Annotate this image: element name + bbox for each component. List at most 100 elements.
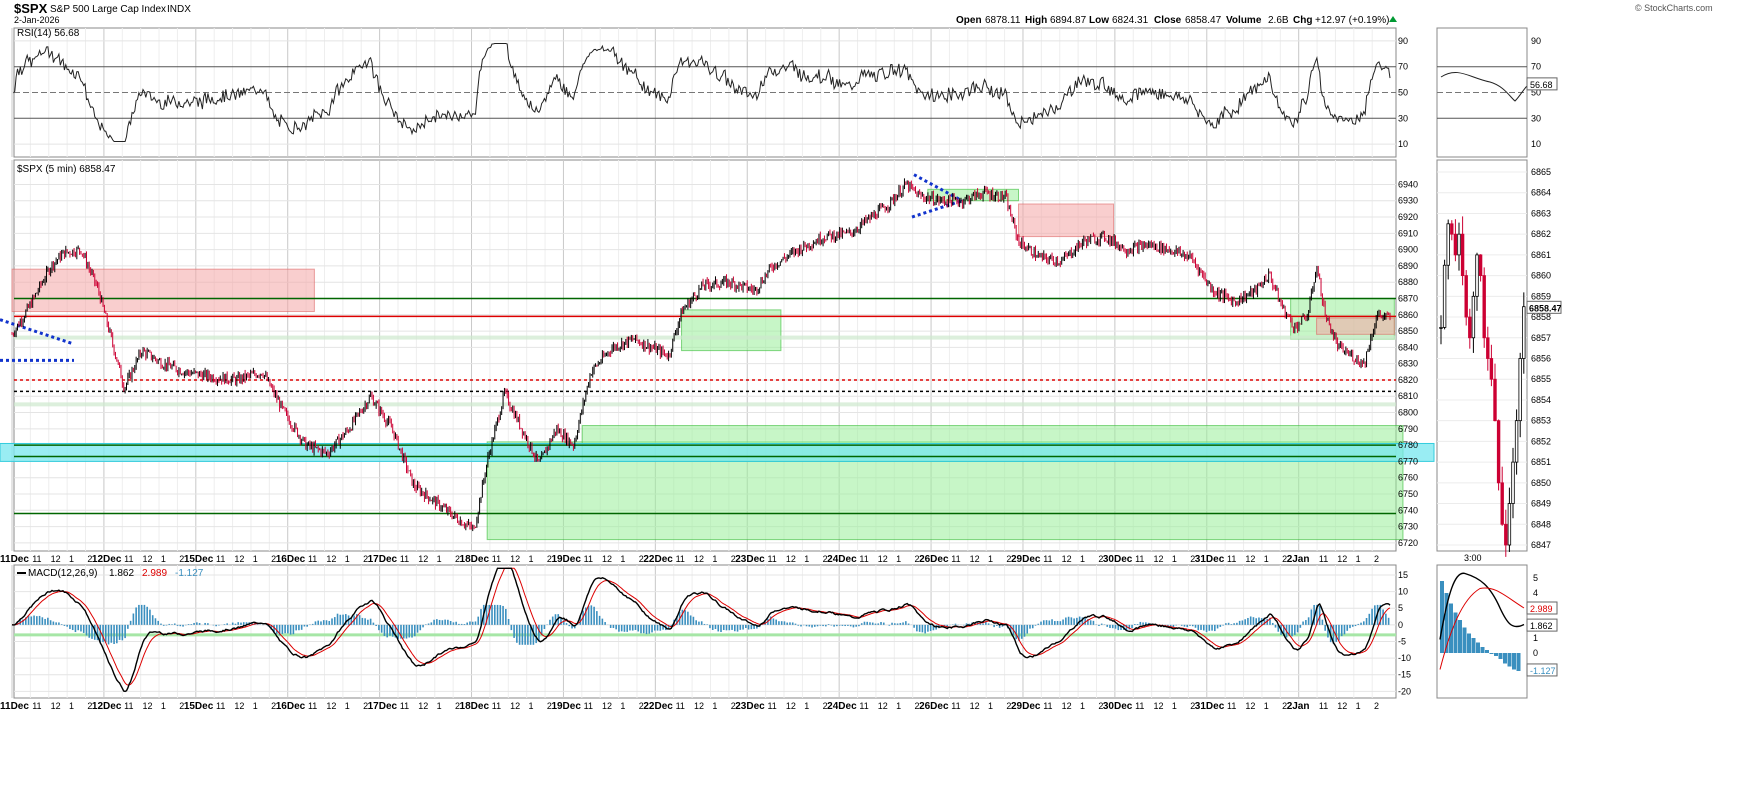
macd-title: MACD(12,26,9) [28, 568, 97, 579]
close-label: Close [1154, 15, 1182, 26]
hour-label: 11 [859, 554, 868, 564]
macd-hour-label: 11 [584, 701, 593, 711]
macd-hour-label: 11 [1319, 701, 1328, 711]
day-label: 17Dec [368, 554, 398, 565]
hour-label: 12 [1337, 554, 1347, 564]
hour-label: 12 [694, 554, 704, 564]
side-price-tick: 6850 [1531, 478, 1551, 488]
macd-hour-label: 12 [694, 701, 704, 711]
day-label: 19Dec [551, 554, 581, 565]
side-rsi-badge-box [1526, 77, 1558, 91]
macd-hour-label: 2 [455, 701, 460, 711]
hour-label: 1 [161, 554, 166, 564]
price-tick-label: 6890 [1398, 261, 1418, 271]
side-rsi-badge: 56.68 [1530, 80, 1553, 90]
side-macd-line [1439, 572, 1525, 640]
day-label: 29Dec [1011, 554, 1041, 565]
price-tick-label: 6750 [1398, 489, 1418, 499]
macd-hour-label: 11 [951, 701, 960, 711]
side-macd-hist-bar [1489, 653, 1494, 654]
side-candle-body [1468, 316, 1472, 339]
side-macd-hist-bar [1462, 627, 1467, 653]
macd-day-label: 15Dec [184, 701, 214, 712]
side-macd-hist-bar [1449, 603, 1453, 653]
trendline-dotted [0, 318, 75, 346]
price-tick-label: 6740 [1398, 505, 1418, 515]
macd-hour-label: 1 [1080, 701, 1085, 711]
price-tick-label: 6770 [1398, 456, 1418, 466]
macd-hour-label: 11 [308, 701, 317, 711]
price-tick-label: 6860 [1398, 310, 1418, 320]
price-title: $SPX (5 min) 6858.47 [17, 164, 116, 175]
side-macd-hist-bar [1512, 653, 1516, 670]
side-rsi-tick: 30 [1531, 113, 1541, 123]
macd-line [11, 567, 1391, 693]
price-tick-label: 6730 [1398, 522, 1418, 532]
hour-label: 11 [32, 554, 41, 564]
hour-label: 1 [896, 554, 901, 564]
price-tick-label: 6820 [1398, 375, 1418, 385]
low-label: Low [1089, 15, 1109, 26]
high-value: 6894.87 [1050, 15, 1087, 26]
side-price-tick: 6862 [1531, 229, 1551, 239]
side-candle-body [1518, 358, 1522, 422]
close-value: 6858.47 [1185, 15, 1222, 26]
faint-level-band [14, 335, 1396, 340]
hour-label: 12 [1062, 554, 1072, 564]
faint-level-band [14, 402, 1396, 407]
side-candle-body [1439, 327, 1443, 329]
day-label: 15Dec [184, 554, 214, 565]
hour-label: 12 [878, 554, 888, 564]
hour-label: 11 [767, 554, 776, 564]
macd-hour-label: 12 [1245, 701, 1255, 711]
macd-hour-label: 11 [124, 701, 133, 711]
price-tick-label: 6900 [1398, 245, 1418, 255]
side-macd-hist-bar [1476, 642, 1480, 653]
macd-hour-label: 12 [143, 701, 153, 711]
macd-tick-label: -10 [1398, 653, 1411, 663]
hour-label: 11 [584, 554, 593, 564]
macd-hour-label: 11 [676, 701, 685, 711]
ticker-name: S&P 500 Large Cap Index [50, 4, 166, 15]
macd-hour-label: 1 [1356, 701, 1361, 711]
open-value: 6878.11 [985, 15, 1021, 26]
chart-header: $SPX S&P 500 Large Cap Index INDX 2-Jan-… [14, 1, 1713, 26]
side-macd-tick: 4 [1533, 588, 1538, 598]
price-tick-label: 6930 [1398, 196, 1418, 206]
side-candle-body [1493, 378, 1497, 422]
day-label: 30Dec [1103, 554, 1133, 565]
macd-day-label: 19Dec [551, 701, 581, 712]
side-candle-body [1507, 503, 1512, 546]
hour-label: 11 [216, 554, 225, 564]
macd-hour-label: 1 [253, 701, 258, 711]
rsi-tick-label: 50 [1398, 88, 1408, 98]
signal-value: 2.989 [142, 568, 167, 579]
side-price-badge-box [1526, 300, 1562, 314]
hour-label: 2 [1374, 554, 1379, 564]
macd-hour-label: 2 [547, 701, 552, 711]
macd-day-label: 29Dec [1011, 701, 1041, 712]
resistance-zone [11, 268, 315, 313]
side-macd-hist-bar [1444, 593, 1449, 653]
hour-label: 11 [1135, 554, 1144, 564]
day-label: 18Dec [460, 554, 490, 565]
macd-day-label: 23Dec [735, 701, 765, 712]
day-label: 16Dec [276, 554, 306, 565]
day-label: 12Dec [92, 554, 122, 565]
hour-label: 2 [179, 554, 184, 564]
price-tick-label: 6920 [1398, 212, 1418, 222]
macd-hour-label: 12 [326, 701, 336, 711]
hour-label: 11 [951, 554, 960, 564]
side-macd-hist-bar [1480, 647, 1485, 653]
side-price-tick: 6864 [1531, 188, 1551, 198]
macd-tick-label: 15 [1398, 570, 1408, 580]
side-macd-hist-bar [1498, 653, 1503, 659]
price-tick-label: 6720 [1398, 538, 1418, 548]
hour-label: 1 [988, 554, 993, 564]
side-rsi-line [1440, 72, 1528, 102]
day-label: 26Dec [919, 554, 949, 565]
hour-label: 12 [970, 554, 980, 564]
macd-hour-label: 12 [878, 701, 888, 711]
rsi-tick-label: 90 [1398, 36, 1408, 46]
